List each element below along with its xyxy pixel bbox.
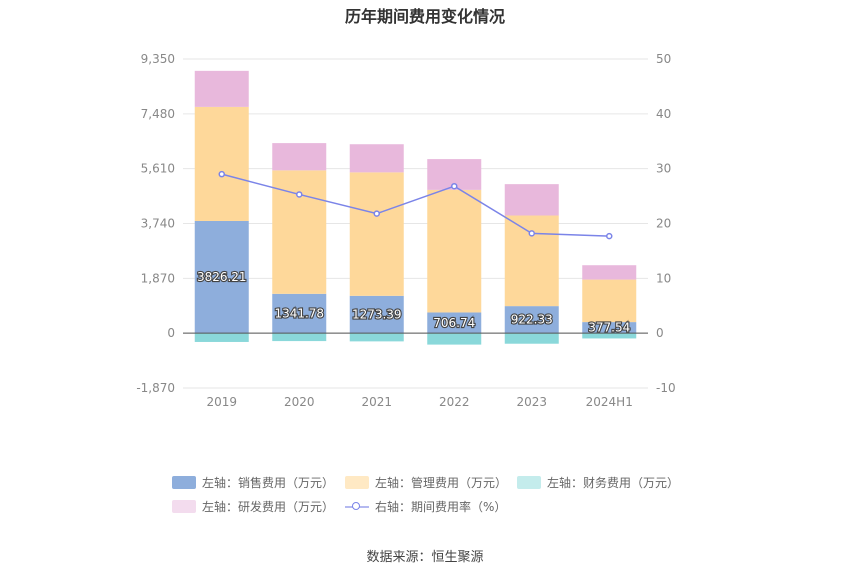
bar-admin [194, 106, 249, 221]
right-tick-label: 20 [656, 217, 671, 231]
left-tick-label: -1,870 [136, 381, 175, 395]
legend-label-rate: 右轴：期间费用率（%） [375, 500, 507, 514]
legend-item-rate[interactable]: 右轴：期间费用率（%） [345, 498, 506, 515]
legend-swatch-finance [517, 476, 541, 489]
bar-admin [349, 172, 404, 296]
bar-finance [504, 333, 559, 344]
rate-point [451, 182, 458, 190]
x-axis-ticks: 2019 2020 2021 2022 2023 2024H1 [206, 395, 632, 409]
legend-swatch-rnd [172, 500, 196, 513]
left-tick-label: 0 [167, 326, 175, 340]
bar-sales [504, 306, 559, 334]
legend-label-sales: 左轴：销售费用（万元） [202, 476, 335, 490]
legend-label-rnd: 左轴：研发费用（万元） [202, 500, 335, 514]
legend-swatch-rate [345, 500, 369, 513]
left-tick-label: 1,870 [141, 271, 175, 285]
left-tick-label: 5,610 [141, 162, 175, 176]
bar-rnd [504, 184, 559, 216]
rate-point [606, 232, 613, 240]
right-tick-label: -10 [656, 381, 676, 395]
right-tick-label: 10 [656, 271, 671, 285]
bar-value-label: 3826.21 [197, 270, 247, 284]
x-tick-label: 2022 [439, 395, 470, 409]
grid [183, 58, 648, 389]
bar-value-label: 922.33 [511, 313, 553, 327]
left-tick-label: 9,350 [141, 52, 175, 66]
bar-finance [349, 333, 404, 342]
legend-item-sales[interactable]: 左轴：销售费用（万元） [172, 474, 334, 491]
bar-labels: 3826.21 1341.78 1273.39 706.74 922.33 377.54 [196, 269, 632, 336]
source-note: 数据来源：恒生聚源 [366, 550, 484, 565]
rate-point [373, 210, 380, 217]
left-tick-label: 7,480 [141, 107, 175, 121]
bar-sales [194, 220, 249, 334]
right-tick-label: 50 [656, 52, 671, 66]
legend-item-rnd[interactable]: 左轴：研发费用（万元） [172, 498, 334, 515]
x-tick-label: 2024H1 [586, 395, 633, 409]
legend-swatch-sales [172, 476, 196, 489]
right-tick-label: 0 [656, 326, 664, 340]
bar-finance [427, 333, 482, 345]
bar-rnd [272, 143, 327, 171]
legend-item-admin[interactable]: 左轴：管理费用（万元） [345, 474, 507, 491]
legend-swatch-admin [345, 476, 369, 489]
rate-line [218, 170, 613, 240]
right-tick-label: 30 [656, 162, 671, 176]
rate-point [218, 170, 225, 178]
bar-finance [272, 333, 327, 342]
bar-value-label: 1273.39 [352, 307, 402, 321]
bar-finance [194, 333, 249, 342]
right-axis-ticks: 50 40 30 20 10 0 -10 [656, 52, 676, 395]
rate-polyline [221, 173, 610, 237]
legend-item-finance[interactable]: 左轴：财务费用（万元） [517, 474, 679, 491]
bar-value-label: 706.74 [433, 316, 475, 330]
x-tick-label: 2023 [516, 395, 547, 409]
right-tick-label: 40 [656, 107, 671, 121]
bar-value-label: 1341.78 [274, 306, 324, 320]
x-tick-label: 2021 [361, 395, 392, 409]
left-axis-ticks: 9,350 7,480 5,610 3,740 1,870 0 -1,870 [136, 52, 175, 395]
bars [194, 70, 637, 345]
rate-point [296, 191, 303, 198]
bar-sales [427, 312, 482, 334]
x-tick-label: 2019 [206, 395, 237, 409]
x-tick-label: 2020 [284, 395, 315, 409]
bar-rnd [349, 144, 404, 173]
bar-sales [349, 295, 404, 334]
bar-finance [582, 333, 637, 339]
bar-admin [427, 189, 482, 313]
legend-label-finance: 左轴：财务费用（万元） [547, 476, 680, 490]
bar-admin [504, 215, 559, 307]
bar-sales [272, 293, 327, 334]
bar-admin [272, 170, 327, 294]
legend-label-admin: 左轴：管理费用（万元） [375, 476, 508, 490]
bar-admin [582, 279, 637, 323]
chart-title: 历年期间费用变化情况 [344, 7, 505, 26]
left-tick-label: 3,740 [141, 217, 175, 231]
rate-point [528, 230, 535, 237]
bar-rnd [582, 265, 637, 280]
bar-value-label: 377.54 [588, 321, 630, 335]
bar-sales [582, 322, 637, 334]
bar-rnd [194, 70, 249, 107]
